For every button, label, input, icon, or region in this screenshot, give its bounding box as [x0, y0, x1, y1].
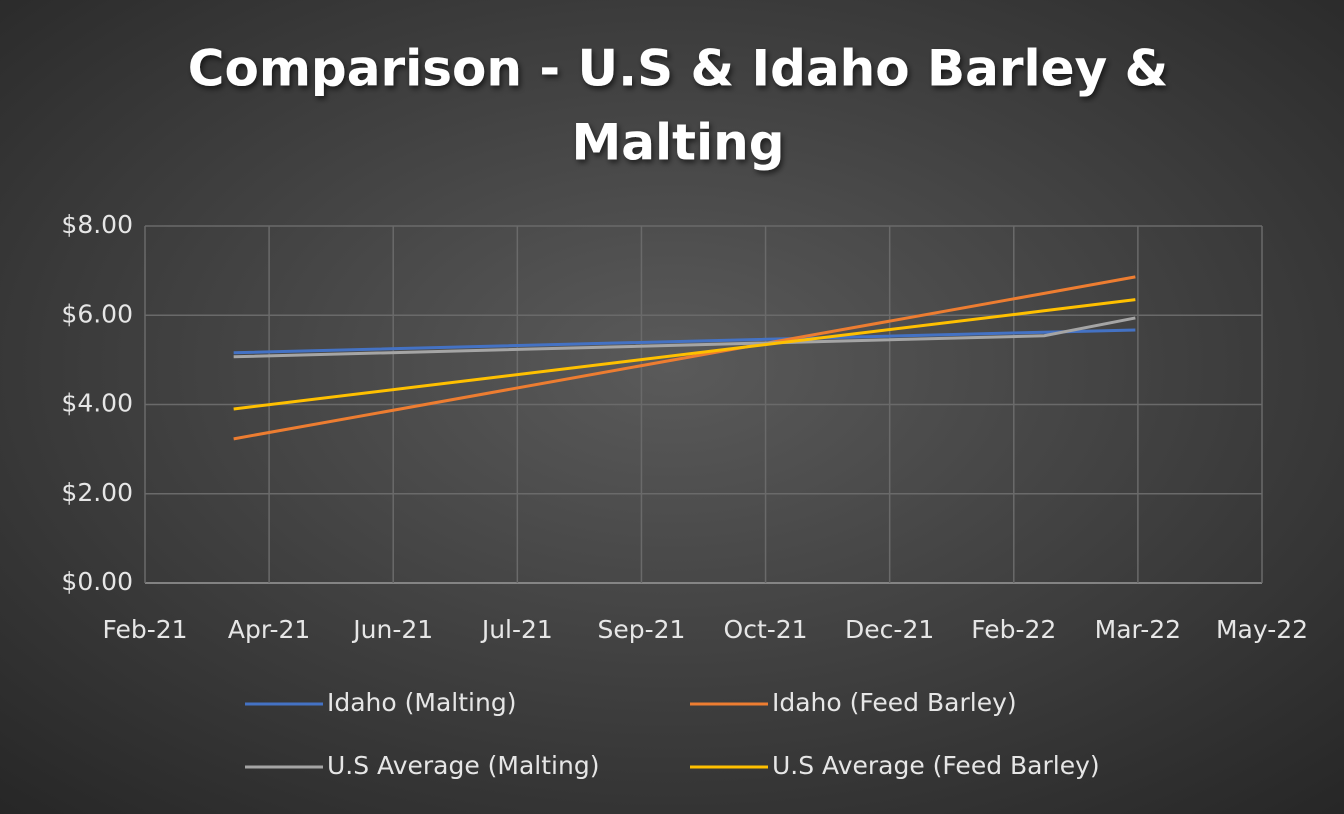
legend-label: U.S Average (Feed Barley)	[772, 751, 1100, 780]
x-tick-label: Sep-21	[597, 615, 685, 644]
y-tick-label: $2.00	[61, 478, 133, 507]
x-tick-label: Jul-21	[480, 615, 553, 644]
x-tick-label: Dec-21	[845, 615, 934, 644]
chart-title: Malting	[571, 114, 784, 172]
series-line	[233, 316, 1136, 359]
x-tick-label: Apr-21	[228, 615, 310, 644]
y-tick-label: $0.00	[61, 567, 133, 596]
y-tick-label: $6.00	[61, 299, 133, 328]
x-tick-label: Mar-22	[1095, 615, 1181, 644]
x-tick-label: Jun-21	[351, 615, 433, 644]
series-line	[233, 275, 1136, 441]
x-tick-label: Feb-21	[102, 615, 187, 644]
x-tick-label: Oct-21	[724, 615, 808, 644]
legend-label: Idaho (Malting)	[327, 688, 516, 717]
series-line	[233, 328, 1136, 355]
series-line	[233, 298, 1136, 411]
legend-label: U.S Average (Malting)	[327, 751, 599, 780]
y-tick-label: $4.00	[61, 389, 133, 418]
x-tick-label: Feb-22	[971, 615, 1056, 644]
y-tick-label: $8.00	[61, 210, 133, 239]
legend-label: Idaho (Feed Barley)	[772, 688, 1017, 717]
x-tick-label: May-22	[1216, 615, 1308, 644]
chart-title: Comparison - U.S & Idaho Barley &	[188, 40, 1168, 98]
